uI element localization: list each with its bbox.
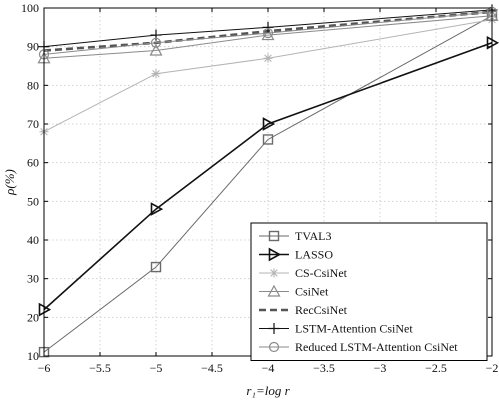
- x-tick-label: −3: [374, 361, 387, 375]
- legend-label: CS-CsiNet: [295, 266, 348, 280]
- data-point: [151, 69, 161, 79]
- data-point: [150, 37, 162, 48]
- legend-marker: [268, 341, 280, 353]
- legend-entry: CsiNet: [259, 285, 329, 299]
- data-point: [262, 134, 274, 145]
- legend-entry: Reduced LSTM-Attention CsiNet: [259, 340, 458, 354]
- y-tick-label: 70: [27, 117, 39, 131]
- x-tick-label: −2.5: [425, 361, 447, 375]
- series-line: [43, 10, 493, 52]
- x-tick-label: −4.5: [201, 361, 223, 375]
- y-tick-label: 20: [27, 310, 39, 324]
- data-point: [262, 21, 274, 33]
- legend-marker: [269, 268, 279, 278]
- y-tick-label: 60: [27, 156, 39, 170]
- legend-marker: [267, 284, 281, 297]
- legend-label: LASSO: [295, 248, 333, 262]
- x-tick-label: −5.5: [89, 361, 111, 375]
- data-point: [261, 28, 275, 41]
- series-line: [43, 9, 493, 48]
- series-reccsinet: [43, 10, 493, 52]
- series-line: [43, 11, 493, 55]
- x-tick-label: −2: [486, 361, 499, 375]
- legend-label: LSTM-Attention CsiNet: [295, 322, 413, 336]
- legend-box: [250, 222, 488, 361]
- x-axis-label: r₁=log r: [246, 383, 290, 398]
- legend-entry: CS-CsiNet: [259, 266, 348, 280]
- x-tick-label: −5: [150, 361, 163, 375]
- data-point: [149, 43, 163, 56]
- x-tick-label: −4: [262, 361, 275, 375]
- data-point: [262, 28, 274, 39]
- legend-entry: LASSO: [259, 248, 333, 262]
- data-point: [262, 117, 276, 131]
- x-tick-label: −3.5: [313, 361, 335, 375]
- series-line: [43, 19, 493, 133]
- legend-entry: RecCsiNet: [259, 303, 348, 317]
- data-point: [150, 202, 164, 216]
- legend-marker: [268, 247, 282, 262]
- axis-ticks: −6 −5.5 −5 −4.5 −4 −3.5 −3 −2.5 −2 10 20 30 40 50 60 70…: [21, 1, 498, 375]
- y-tick-label: 50: [27, 194, 39, 208]
- legend-label: TVAL3: [295, 229, 331, 243]
- y-tick-label: 80: [27, 78, 39, 92]
- legend-label: CsiNet: [295, 285, 329, 299]
- legend-label: Reduced LSTM-Attention CsiNet: [295, 340, 458, 354]
- x-tick-label: −6: [38, 361, 51, 375]
- data-point: [150, 261, 162, 273]
- legend-marker: [268, 230, 280, 242]
- series-tval3: [38, 10, 498, 358]
- legend-entry: TVAL3: [259, 229, 331, 243]
- y-tick-label: 100: [21, 1, 39, 15]
- y-tick-label: 30: [27, 272, 39, 286]
- series-line: [43, 15, 493, 353]
- series-line: [43, 42, 493, 311]
- data-point: [263, 53, 273, 63]
- y-tick-label: 90: [27, 40, 39, 54]
- legend-entry: LSTM-Attention CsiNet: [259, 322, 413, 336]
- y-tick-label: 10: [27, 349, 39, 363]
- legend: TVAL3 LASSO CS-CsiNet CsiNet RecCsiNet LSTM-A…: [250, 222, 488, 361]
- legend-label: RecCsiNet: [295, 303, 348, 317]
- y-tick-label: 40: [27, 233, 39, 247]
- series-line: [43, 15, 493, 59]
- y-axis-label: ρ(%): [2, 169, 17, 196]
- legend-marker: [268, 323, 280, 334]
